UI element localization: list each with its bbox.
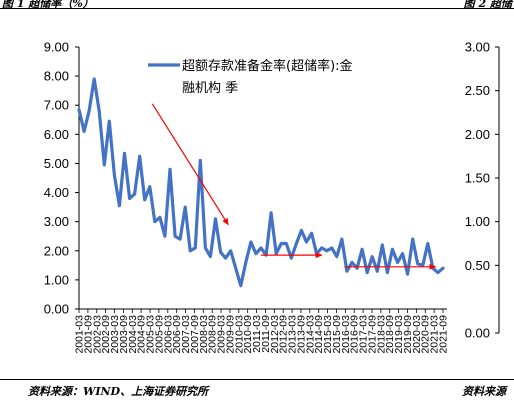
left-tick-label: 3.00	[44, 214, 69, 229]
x-tick-label: 2020-09	[420, 315, 432, 354]
x-tick-label: 2003-09	[118, 315, 130, 354]
x-tick-label: 2014-09	[313, 315, 325, 354]
legend-label-line1: 超额存款准备金率(超储率):金	[182, 58, 353, 74]
left-tick-label: 1.00	[44, 272, 69, 287]
bottom-rule	[0, 379, 514, 380]
figure-2-title: 图 2 超储	[463, 0, 512, 10]
left-tick-label: 8.00	[44, 69, 69, 84]
reserve-ratio-chart: 0.00 1.00 2.00 3.00 4.00 5.00 6.00 7.00 8.00 9.00…	[44, 40, 500, 354]
x-tick-label: 2009-03	[216, 315, 228, 354]
x-tick-label: 2007-03	[180, 315, 192, 354]
x-tick-label: 2016-03	[340, 315, 352, 354]
source-note: 资料来源：WIND、上海证券研究所	[28, 385, 209, 398]
x-tick-label: 2010-09	[242, 315, 254, 354]
right-tick-label: 1.00	[465, 214, 490, 229]
x-tick-label: 2002-09	[100, 315, 112, 354]
x-tick-label: 2021-09	[438, 315, 450, 354]
x-tick-label: 2008-03	[198, 315, 210, 354]
x-tick-label: 2001-03	[74, 315, 86, 354]
series-line	[77, 77, 445, 288]
x-tick-label: 2014-03	[304, 315, 316, 354]
right-tick-label: 3.00	[465, 40, 490, 55]
x-tick-label: 2011-09	[260, 315, 272, 353]
x-tick-label: 2013-03	[287, 315, 299, 354]
x-tick-label: 2001-09	[82, 315, 94, 354]
x-tick-label: 2007-09	[189, 315, 201, 354]
x-tick-label: 2010-03	[233, 315, 245, 354]
left-tick-label: 7.00	[44, 98, 69, 113]
right-tick-label: 2.00	[465, 127, 490, 142]
x-tick-label: 2021-03	[429, 315, 441, 354]
left-tick-label: 9.00	[44, 40, 69, 55]
source-note-right: 资料来源	[462, 385, 506, 398]
x-tick-label: 2019-03	[393, 315, 405, 354]
x-tick-label: 2018-09	[384, 315, 396, 354]
x-tick-label: 2004-03	[127, 315, 139, 354]
figure-1-title: 图 1 超储率（%）	[2, 0, 94, 10]
left-tick-label: 0.00	[44, 302, 69, 317]
left-y-axis: 0.00 1.00 2.00 3.00 4.00 5.00 6.00 7.00 8.00 9.00	[44, 40, 80, 317]
legend: 超额存款准备金率(超储率):金 融机构 季	[148, 58, 353, 96]
x-tick-label: 2011-03	[251, 315, 263, 353]
x-tick-label: 2020-03	[411, 315, 423, 354]
left-tick-label: 5.00	[44, 156, 69, 171]
series-group	[77, 77, 445, 288]
x-tick-label: 2015-03	[322, 315, 334, 354]
right-y-axis: 0.00 0.50 1.00 1.50 2.00 2.50 3.00	[465, 40, 500, 341]
x-tick-label: 2012-09	[278, 315, 290, 354]
x-tick-label: 2003-03	[109, 315, 121, 354]
x-tick-label: 2019-09	[402, 315, 414, 354]
left-tick-label: 6.00	[44, 127, 69, 142]
right-tick-label: 0.50	[465, 258, 490, 273]
left-tick-label: 2.00	[44, 243, 69, 258]
x-tick-label: 2006-03	[162, 315, 174, 354]
x-tick-label: 2017-03	[358, 315, 370, 354]
x-tick-label: 2008-09	[207, 315, 219, 354]
x-tick-label: 2004-09	[136, 315, 148, 354]
right-tick-label: 0.00	[465, 326, 490, 341]
x-tick-label: 2016-09	[349, 315, 361, 354]
x-tick-label: 2017-09	[366, 315, 378, 354]
x-tick-label: 2015-09	[331, 315, 343, 354]
x-tick-label: 2002-03	[91, 315, 103, 354]
trend-arrows	[151, 103, 437, 270]
legend-label-line2: 融机构 季	[182, 81, 238, 96]
trend-arrow	[151, 103, 229, 226]
left-tick-label: 4.00	[44, 185, 69, 200]
top-rule	[0, 8, 514, 9]
x-tick-label: 2006-09	[171, 315, 183, 354]
x-tick-label: 2009-09	[224, 315, 236, 354]
x-tick-label: 2005-09	[153, 315, 165, 354]
x-tick-label: 2005-03	[145, 315, 157, 354]
right-tick-label: 1.50	[465, 171, 490, 186]
x-tick-label: 2013-09	[295, 315, 307, 354]
x-tick-label: 2012-03	[269, 315, 281, 354]
right-tick-label: 2.50	[465, 83, 490, 98]
x-axis: 2001-032001-092002-032002-092003-032003-…	[74, 308, 450, 354]
x-tick-label: 2018-03	[375, 315, 387, 354]
